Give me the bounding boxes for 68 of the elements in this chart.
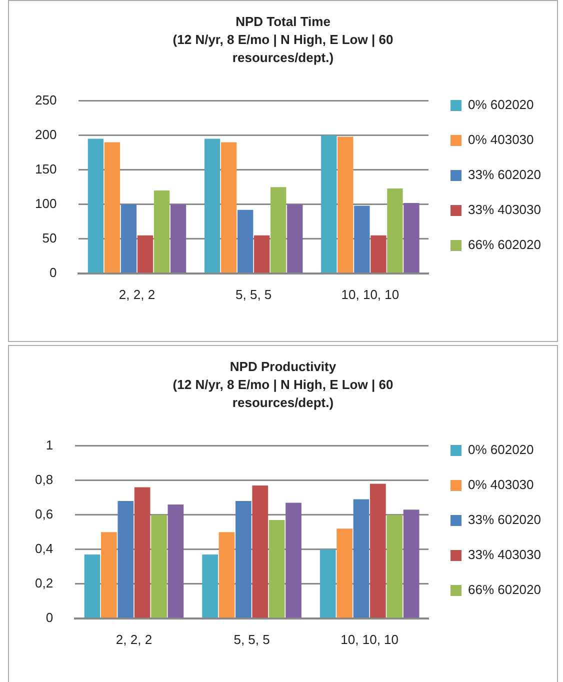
legend-label: 0% 602020: [468, 97, 534, 112]
bar: [84, 554, 100, 618]
bar: [252, 486, 268, 618]
bar: [118, 501, 134, 618]
x-tick-label: 10, 10, 10: [340, 632, 398, 647]
legend-label: 66% 602020: [468, 582, 542, 598]
legend-label: 33% 602020: [468, 167, 542, 182]
bar: [320, 549, 336, 618]
legend-label: 66% 602020: [468, 237, 542, 252]
bar: [353, 499, 370, 618]
bar: [268, 520, 285, 618]
bar: [101, 532, 117, 618]
x-tick-label: 2, 2, 2: [116, 632, 152, 647]
chart-title: NPD Total Time: [234, 13, 332, 31]
y-tick-label: 0: [49, 264, 57, 280]
y-tick-label: 0,4: [34, 540, 54, 556]
bar: [88, 138, 104, 273]
x-tick-label: 2, 2, 2: [118, 286, 156, 302]
y-tick-label: 0,8: [34, 472, 54, 487]
bar: [202, 554, 218, 618]
bar: [387, 188, 403, 273]
x-tick-label: 5, 5, 5: [234, 632, 270, 647]
y-tick-label: 0: [46, 610, 54, 625]
legend-label: 33% 403030: [468, 202, 542, 218]
bar: [370, 484, 386, 618]
y-tick-label: 200: [34, 126, 57, 142]
chart-subtitle: (12 N/yr, 8 E/mo | N High, E Low | 60 resources/dept.): [172, 31, 394, 67]
legend-label: 0% 403030: [468, 132, 534, 148]
bar: [354, 206, 370, 273]
y-tick-label: 0,6: [34, 506, 54, 522]
bar: [336, 528, 352, 618]
x-tick-label: 10, 10, 10: [341, 286, 400, 302]
legend-label: 33% 403030: [468, 547, 542, 562]
y-tick-label: 0,2: [34, 575, 54, 590]
bar: [237, 210, 254, 273]
y-tick-label: 50: [42, 230, 57, 246]
bar: [338, 136, 354, 273]
bar: [220, 142, 237, 273]
bar: [168, 504, 184, 618]
bar: [151, 514, 167, 618]
bar: [170, 204, 186, 273]
bar: [287, 204, 303, 273]
bar: [270, 187, 286, 273]
bar: [370, 235, 386, 273]
bar: [236, 501, 252, 618]
x-tick-label: 5, 5, 5: [236, 286, 272, 302]
bar: [254, 235, 270, 273]
legend-label: 0% 403030: [468, 477, 534, 492]
y-tick-label: 1: [46, 437, 54, 452]
bar: [104, 142, 120, 273]
bar: [204, 138, 220, 273]
bar: [137, 235, 154, 273]
legend-label: 33% 602020: [468, 512, 542, 528]
bar: [286, 502, 302, 618]
bar: [386, 514, 403, 618]
legend-label: 0% 602020: [468, 442, 534, 458]
bar: [120, 204, 137, 273]
chart-subtitle: (12 N/yr, 8 E/mo | N High, E Low | 60 resources/dept.): [172, 376, 394, 412]
bar: [321, 135, 337, 273]
bar: [154, 190, 170, 273]
bar: [218, 532, 235, 618]
y-tick-label: 100: [34, 196, 57, 211]
bar: [404, 202, 420, 273]
y-tick-label: 150: [34, 161, 57, 176]
bar: [134, 487, 150, 618]
y-tick-label: 250: [34, 92, 57, 108]
bar: [403, 510, 420, 618]
chart-title: NPD Productivity: [228, 358, 338, 376]
